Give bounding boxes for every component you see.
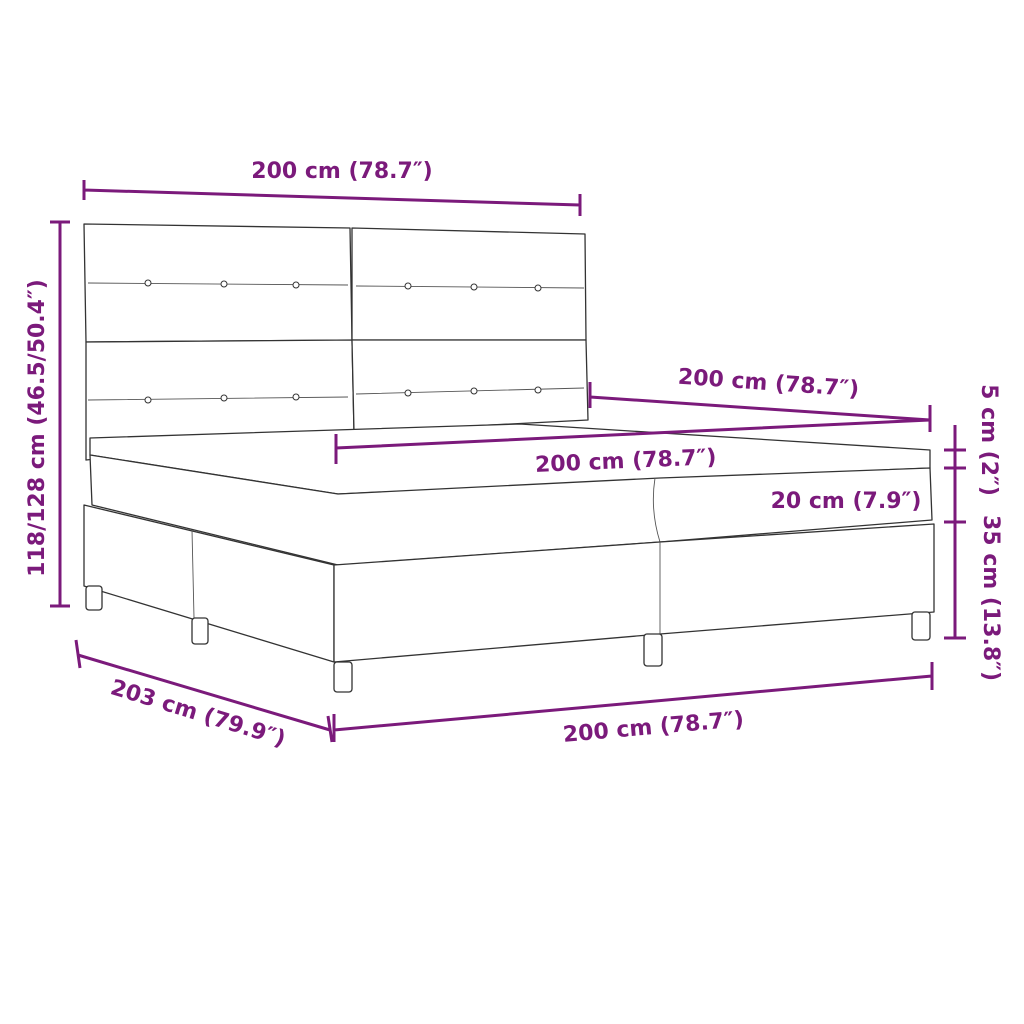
box-spring-base (83, 504, 935, 693)
mattress-width-back-label: 200 cm (78.7″) (677, 365, 860, 403)
length-label: 203 cm (79.9″) (107, 675, 288, 752)
headboard-width-label: 200 cm (78.7″) (251, 159, 432, 184)
headboard (83, 223, 589, 461)
topper-height-label: 5 cm (2″) (976, 384, 1001, 496)
base-width-label: 200 cm (78.7″) (562, 707, 745, 748)
mattress-and-topper (89, 423, 933, 566)
mattress-height-label: 20 cm (7.9″) (771, 489, 922, 514)
base-height-label: 35 cm (13.8″) (978, 515, 1003, 681)
total-height-label: 118/128 cm (46.5/50.4″) (25, 279, 50, 577)
dimension-lines (50, 180, 966, 743)
